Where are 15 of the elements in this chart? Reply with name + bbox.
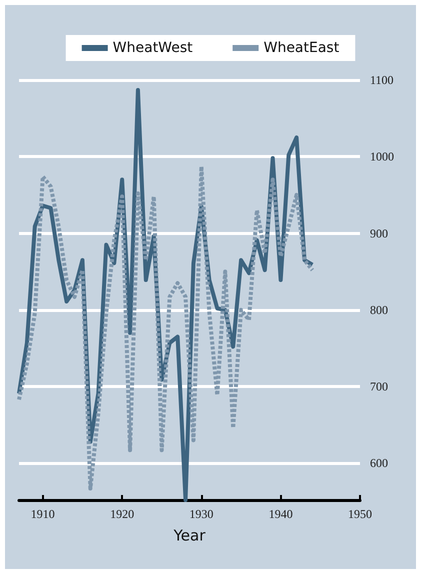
x-tick-label: 1920 xyxy=(110,507,134,521)
y-tick-label: 600 xyxy=(370,456,388,470)
line-series xyxy=(17,164,314,491)
y-tick-label: 1000 xyxy=(370,150,394,164)
y-tick-label: 700 xyxy=(370,380,388,394)
y-tick-label: 1100 xyxy=(370,73,394,87)
x-axis-title: Year xyxy=(172,526,206,544)
x-tick-label: 1910 xyxy=(30,507,55,521)
legend-label: WheatEast xyxy=(264,40,340,56)
y-tick-label: 800 xyxy=(370,302,388,317)
x-tick-label: 1930 xyxy=(189,507,214,521)
x-tick-label: 1950 xyxy=(348,507,372,521)
legend-label: WheatWest xyxy=(112,40,194,56)
x-tick-label: 1940 xyxy=(268,507,293,521)
y-tick-label: 900 xyxy=(370,226,388,240)
